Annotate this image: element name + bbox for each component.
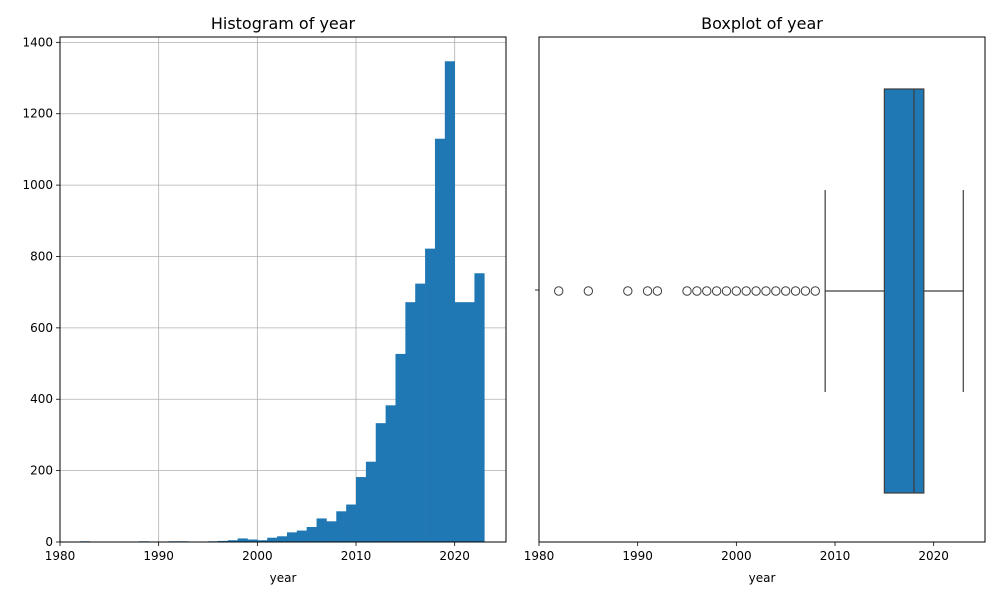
boxplot-outlier (692, 286, 702, 296)
histogram-bar (425, 248, 436, 542)
histogram-y-tick-label: 0 (45, 535, 53, 549)
histogram-bar (326, 521, 337, 542)
histogram-bar (356, 477, 367, 542)
histogram-y-ticks: 0 200 400 600 800 1000 1200 1400 (22, 35, 60, 549)
histogram-x-tick-label: 1980 (45, 549, 76, 563)
histogram-bar (247, 539, 258, 542)
histogram-bar (267, 537, 278, 542)
histogram-bar (385, 405, 396, 542)
boxplot-outlier (780, 286, 791, 296)
histogram-bar (296, 530, 307, 542)
histogram-bar (217, 540, 229, 542)
histogram-x-tick-label: 2020 (439, 549, 470, 563)
histogram-y-tick-label: 1400 (22, 35, 53, 49)
boxplot-outlier (583, 286, 594, 296)
histogram-bar (257, 540, 268, 542)
histogram-x-tick-label: 2000 (242, 549, 273, 563)
boxplot-outlier (761, 286, 771, 296)
histogram-bar (434, 138, 446, 542)
histogram-bar (375, 423, 386, 542)
boxplot-outlier (810, 286, 820, 296)
boxplot-title: Boxplot of year (701, 14, 823, 33)
histogram-y-tick-label: 1000 (22, 178, 53, 192)
histogram-x-tick-label: 2010 (341, 549, 372, 563)
boxplot-outlier (623, 286, 633, 296)
histogram-x-label: year (270, 571, 297, 585)
boxplot-outlier (652, 286, 663, 296)
histogram-x-ticks: 1980 1990 2000 2010 2020 (45, 542, 470, 563)
boxplot-outlier (711, 286, 722, 296)
histogram-x-tick-label: 1990 (143, 549, 174, 563)
boxplot-box (883, 88, 925, 494)
histogram-bar (474, 273, 485, 542)
boxplot-x-tick-label: 2020 (918, 549, 949, 563)
boxplot-x-tick-label: 2000 (721, 549, 752, 563)
histogram-bar (454, 302, 475, 542)
boxplot-outlier (800, 286, 811, 296)
histogram-bar (237, 538, 248, 542)
boxplot-outlier (721, 286, 732, 296)
boxplot-axes-frame (538, 36, 986, 543)
boxplot-panel: Boxplot of year 1980 1990 2000 2010 2020 yea… (524, 14, 986, 585)
boxplot-outlier (682, 286, 692, 296)
boxplot-outlier (741, 286, 751, 296)
histogram-y-tick-label: 600 (30, 321, 53, 335)
histogram-axes-frame (59, 36, 507, 543)
boxplot-marks (554, 88, 964, 494)
histogram-bar (227, 540, 238, 542)
histogram-bar (405, 302, 416, 542)
boxplot-outlier (642, 286, 653, 296)
histogram-y-tick-label: 800 (30, 249, 53, 263)
histogram-bar (336, 511, 347, 542)
boxplot-x-ticks: 1980 1990 2000 2010 2020 (524, 542, 949, 563)
histogram-y-tick-label: 1200 (22, 107, 53, 121)
boxplot-outlier (751, 286, 761, 296)
boxplot-x-label: year (749, 571, 776, 585)
histogram-bar (444, 61, 455, 542)
histogram-bar (395, 353, 406, 542)
histogram-bar (316, 518, 327, 542)
boxplot-outlier (731, 286, 742, 296)
histogram-panel: Histogram of year 1980 1990 2000 2010 2020 0… (22, 14, 507, 585)
boxplot-x-tick-label: 2010 (820, 549, 851, 563)
boxplot-outlier (702, 286, 712, 296)
histogram-bars (79, 61, 485, 542)
boxplot-x-tick-label: 1990 (622, 549, 653, 563)
histogram-bar (415, 283, 426, 542)
histogram-bar (286, 532, 298, 542)
boxplot-outlier (771, 286, 781, 296)
histogram-bar (365, 461, 377, 542)
histogram-title: Histogram of year (211, 14, 356, 33)
histogram-bar (277, 536, 288, 542)
histogram-bar (346, 504, 357, 542)
histogram-y-tick-label: 200 (30, 464, 53, 478)
histogram-y-tick-label: 400 (30, 392, 53, 406)
boxplot-outlier (554, 286, 564, 296)
histogram-bar (306, 527, 317, 542)
boxplot-x-tick-label: 1980 (524, 549, 555, 563)
boxplot-outlier (790, 286, 801, 296)
